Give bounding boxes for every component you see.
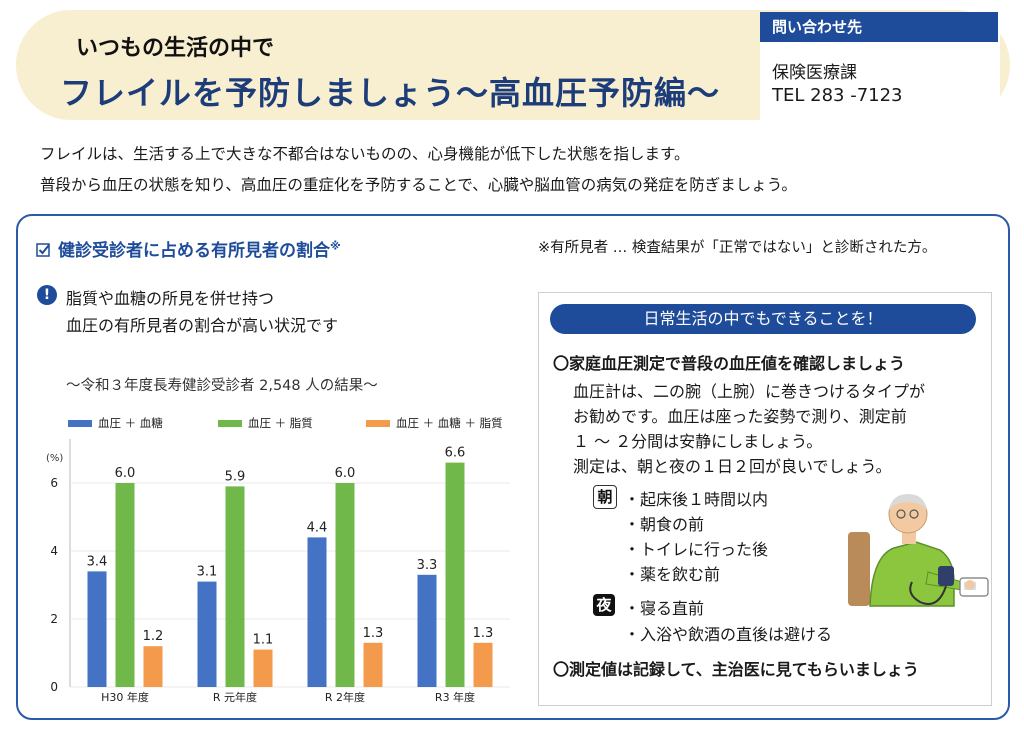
data-label: 1.3 [363,626,384,641]
morning-item: ・トイレに行った後 [624,540,769,559]
intro-line-2: 普段から血圧の状態を知り、高血圧の重症化を予防することで、心臓や脳血管の病気の発… [40,176,797,194]
morning-item: ・起床後１時間以内 [624,490,769,509]
exclamation-icon: ! [37,285,57,305]
alert-line-2: 血圧の有所見者の割合が高い状況です [66,316,339,335]
chart-caption: ～令和３年度長寿健診受診者 2,548 人の結果～ [66,378,378,394]
bar [143,646,163,687]
bar [87,571,107,687]
header-subtitle: いつもの生活の中で [76,36,275,61]
y-axis-unit: (%) [46,453,63,464]
intro-line-1: フレイルは、生活する上で大きな不都合はないものの、心身機能が低下した状態を指しま… [40,145,690,163]
bar [115,483,135,687]
tips-body-1: 血圧計は、二の腕（上腕）に巻きつけるタイプが [573,382,926,401]
bar-chart: 血圧 ＋ 血糖 血圧 ＋ 脂質 血圧 ＋ 血糖 ＋ 脂質 (%) 0 2 4 6 3.4 6.0 1… [46,416,510,704]
section-title-text: 健診受診者に占める有所見者の割合 [58,241,330,261]
bar [225,486,245,687]
bar [197,581,217,687]
contact-phone: TEL 283 -7123 [772,85,903,106]
bar [445,462,465,687]
y-tick-label: 0 [50,680,58,694]
tips-heading: 日常生活の中でもできることを！ [550,304,976,334]
tips-body-2: お勧めです。血圧は座った姿勢で測り、測定前 [573,407,907,426]
legend-label: 血圧 ＋ 血糖 ＋ 脂質 [396,416,503,430]
contact-box: 問い合わせ先 保険医療課 TEL 283 -7123 [758,12,1000,120]
tips-point-2: 〇測定値は記録して、主治医に見てもらいましょう [553,660,919,679]
x-tick-label: H30 年度 [101,690,149,704]
data-label: 6.0 [335,466,356,481]
morning-item: ・薬を飲む前 [624,565,721,584]
bar [307,537,327,687]
data-label: 3.1 [197,565,218,580]
x-tick-label: R 元年度 [213,690,257,704]
checkbox-icon [36,243,50,257]
section-title: 健診受診者に占める有所見者の割合※ [36,236,341,261]
tips-body-3: １ ～ ２分間は安静にしましょう。 [573,432,823,451]
y-tick-label: 6 [50,476,58,490]
legend-swatch [68,420,92,427]
legend-swatch [366,420,390,427]
data-label: 3.3 [417,558,438,573]
note-text: ※有所見者 … 検査結果が「正常ではない」と診断された方。 [538,240,937,256]
y-tick-label: 4 [50,544,58,558]
bar [363,642,383,687]
data-label: 1.2 [143,629,164,644]
y-tick-label: 2 [50,612,58,626]
bar [417,574,437,687]
data-label: 3.4 [87,554,108,569]
data-label: 6.6 [445,446,466,461]
night-item: ・入浴や飲酒の直後は避ける [624,625,833,644]
alert-line-1: 脂質や血糖の所見を併せ持つ [66,289,275,308]
x-tick-label: R 2年度 [325,690,365,704]
bar [335,483,355,687]
content-panel [16,214,1010,720]
contact-heading: 問い合わせ先 [760,12,998,42]
data-label: 4.4 [307,520,328,535]
morning-item: ・朝食の前 [624,515,705,534]
bar [253,649,273,687]
data-label: 1.3 [473,626,494,641]
header-title: フレイルを予防しましょう～高血圧予防編～ [60,74,721,112]
bar [473,642,493,687]
night-tag: 夜 [593,594,615,616]
x-tick-label: R3 年度 [435,690,475,704]
legend-swatch [218,420,242,427]
data-label: 1.1 [253,633,274,648]
data-label: 6.0 [115,466,136,481]
legend-label: 血圧 ＋ 脂質 [248,416,313,430]
night-item: ・寝る直前 [624,599,705,618]
section-title-mark: ※ [330,239,341,253]
tips-body-4: 測定は、朝と夜の１日２回が良いでしょう。 [573,457,892,476]
data-label: 5.9 [225,469,246,484]
elderly-man-blood-pressure-illustration [848,494,989,607]
legend-label: 血圧 ＋ 血糖 [98,416,163,430]
contact-department: 保険医療課 [772,63,857,83]
tips-point-1: 〇家庭血圧測定で普段の血圧値を確認しましょう [553,354,906,373]
morning-tag: 朝 [593,485,617,509]
